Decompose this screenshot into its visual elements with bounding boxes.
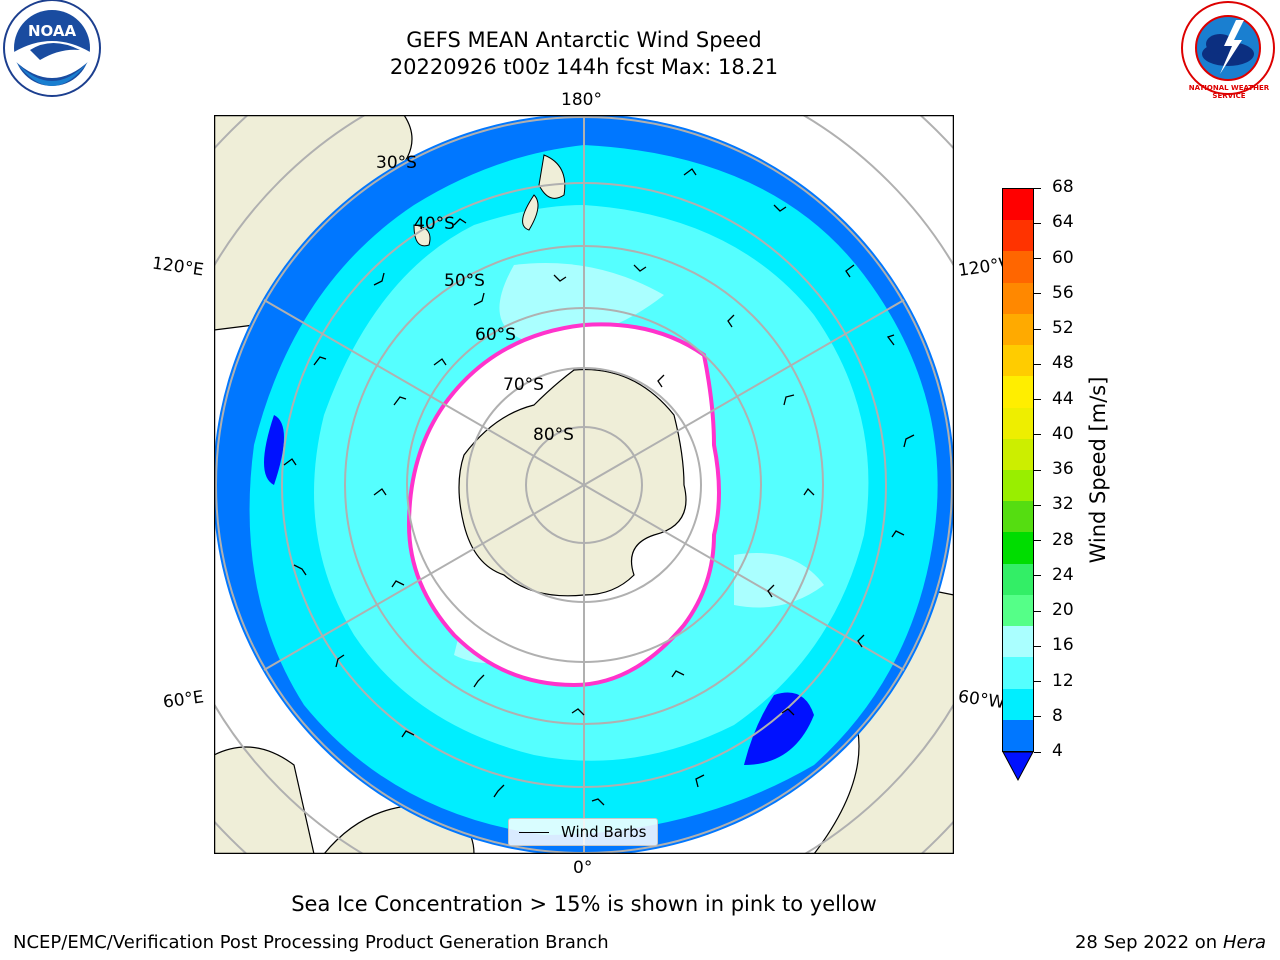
colorbar-tick-label: 44 [1052, 388, 1074, 409]
colorbar-cell [1003, 719, 1033, 751]
colorbar-extend-triangle [1002, 751, 1034, 782]
colorbar-tick-mark [1034, 469, 1041, 471]
colorbar-cell [1003, 594, 1033, 627]
polar-map [213, 114, 955, 855]
colorbar-tick-label: 8 [1052, 705, 1063, 726]
colorbar-tick-label: 32 [1052, 494, 1074, 515]
colorbar-cell [1003, 657, 1033, 689]
colorbar-label: Wind Speed [m/s] [1086, 376, 1110, 564]
colorbar-tick-label: 64 [1052, 212, 1074, 233]
colorbar-cell [1003, 313, 1033, 346]
lon-label-lower-right: 60°W [956, 686, 1007, 714]
lat-label-50s: 50°S [444, 271, 485, 291]
map-title: GEFS MEAN Antarctic Wind Speed [406, 28, 762, 52]
colorbar-cell [1003, 282, 1033, 314]
colorbar-tick-label: 60 [1052, 247, 1074, 268]
colorbar-tick-label: 52 [1052, 318, 1074, 338]
map-legend: Wind Barbs [508, 818, 658, 846]
colorbar-cell [1003, 626, 1033, 658]
colorbar-tick-label: 28 [1052, 529, 1074, 550]
colorbar-cell [1003, 407, 1033, 439]
lon-label-bottom: 0° [573, 858, 593, 878]
colorbar-cell [1003, 376, 1033, 408]
new-zealand-land [538, 154, 566, 199]
colorbar-tick-label: 56 [1052, 282, 1074, 303]
legend-label: Wind Barbs [561, 823, 647, 841]
colorbar-tick-mark [1034, 434, 1041, 436]
colorbar-tick-label: 12 [1052, 670, 1074, 691]
wind-barb-legend-line [519, 832, 549, 833]
colorbar-cell [1003, 532, 1033, 564]
colorbar-tick-label: 16 [1052, 635, 1074, 656]
footer-left: NCEP/EMC/Verification Post Processing Pr… [13, 932, 609, 953]
colorbar [1002, 188, 1034, 752]
colorbar-tick-mark [1034, 681, 1041, 682]
colorbar-tick-mark [1034, 504, 1041, 506]
colorbar-cell [1003, 501, 1033, 533]
colorbar-tick-mark [1034, 293, 1041, 295]
colorbar-tick-mark [1034, 716, 1041, 718]
lon-label-top: 180° [561, 90, 602, 110]
lat-label-40s: 40°S [414, 214, 455, 234]
lon-label-lower-left: 60°E [161, 687, 206, 713]
colorbar-cell [1003, 189, 1033, 221]
colorbar-cell [1003, 688, 1033, 720]
noaa-logo-text: NOAA [28, 22, 77, 40]
colorbar-cell [1003, 251, 1033, 283]
colorbar-tick-mark [1034, 610, 1041, 612]
lat-label-60s: 60°S [475, 325, 516, 345]
colorbar-cell [1003, 345, 1033, 377]
colorbar-tick-label: 20 [1052, 600, 1074, 620]
nws-logo-text: NATIONAL WEATHER SERVICE [1188, 84, 1270, 100]
colorbar-tick-label: 68 [1052, 177, 1074, 197]
nws-logo-icon [1176, 0, 1280, 100]
noaa-logo-icon [0, 0, 106, 100]
colorbar-tick-mark [1034, 540, 1041, 541]
colorbar-tick-mark [1034, 187, 1041, 189]
colorbar-tick-label: 4 [1052, 741, 1063, 761]
colorbar-cell [1003, 438, 1033, 470]
colorbar-tick-mark [1034, 751, 1041, 753]
colorbar-tick-mark [1034, 399, 1041, 400]
wind-barbs [283, 168, 915, 806]
colorbar-tick-mark [1034, 363, 1041, 365]
colorbar-tick-mark [1034, 645, 1041, 647]
colorbar-tick-label: 48 [1052, 353, 1074, 374]
colorbar-cell [1003, 469, 1033, 502]
colorbar-tick-label: 40 [1052, 423, 1074, 444]
colorbar-tick-mark [1034, 328, 1041, 330]
footer-right: 28 Sep 2022 on Hera [1075, 933, 1266, 953]
colorbar-cell [1003, 220, 1033, 252]
colorbar-tick-label: 24 [1052, 564, 1074, 585]
africa-land [214, 746, 315, 854]
lat-label-80s: 80°S [533, 425, 574, 445]
map-subtitle: 20220926 t00z 144h fcst Max: 18.21 [389, 55, 779, 79]
lon-label-upper-left: 120°E [150, 253, 205, 281]
colorbar-tick-mark [1034, 258, 1041, 259]
colorbar-tick-mark [1034, 575, 1041, 577]
footer-date: 28 Sep 2022 on [1074, 932, 1218, 953]
footer-system: Hera [1222, 932, 1266, 953]
sea-ice-caption: Sea Ice Concentration > 15% is shown in … [291, 892, 877, 916]
colorbar-cell [1003, 563, 1033, 595]
lat-label-70s: 70°S [503, 375, 544, 395]
lat-label-30s: 30°S [376, 153, 417, 173]
colorbar-tick-label: 36 [1052, 459, 1074, 479]
colorbar-ticks: 68 64 60 56 52 48 44 40 36 32 28 24 20 16 12 8 4 [1034, 179, 1094, 760]
colorbar-tick-mark [1034, 222, 1041, 224]
